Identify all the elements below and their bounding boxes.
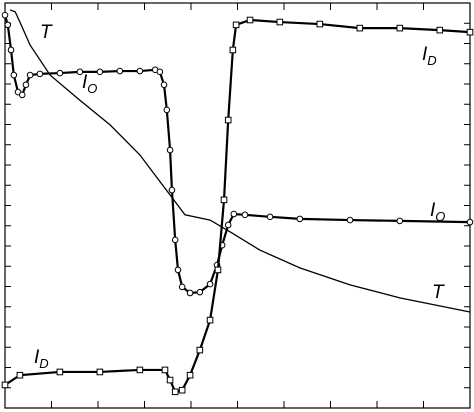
- marker: [171, 388, 179, 396]
- marker: [7, 46, 15, 54]
- marker: [178, 283, 186, 291]
- marker: [266, 213, 274, 221]
- annotation-text: I: [82, 72, 88, 93]
- marker: [196, 346, 204, 354]
- marker: [186, 371, 194, 379]
- annotation: ID: [422, 44, 437, 68]
- marker: [1, 11, 9, 19]
- marker: [136, 366, 144, 374]
- annotation-sub: O: [435, 209, 445, 224]
- marker: [18, 91, 26, 99]
- marker: [16, 371, 24, 379]
- marker: [296, 215, 304, 223]
- marker: [161, 366, 169, 374]
- annotation-sub: D: [39, 356, 48, 371]
- marker: [186, 289, 194, 297]
- marker: [166, 146, 174, 154]
- annotation: IO: [430, 200, 445, 224]
- marker: [232, 21, 240, 29]
- annotation-sub: D: [427, 53, 436, 68]
- marker: [396, 217, 404, 225]
- marker: [36, 70, 44, 78]
- marker: [171, 236, 179, 244]
- marker: [166, 376, 174, 384]
- marker: [76, 68, 84, 76]
- marker: [229, 46, 237, 54]
- annotation-text: T: [432, 282, 445, 303]
- marker: [224, 221, 232, 229]
- marker: [22, 81, 30, 89]
- marker: [168, 186, 176, 194]
- marker: [96, 368, 104, 376]
- marker: [26, 71, 34, 79]
- marker: [276, 18, 284, 26]
- annotation-text: I: [34, 347, 40, 368]
- marker: [160, 81, 168, 89]
- annotation-text: T: [40, 22, 53, 43]
- marker: [246, 16, 254, 24]
- marker: [396, 24, 404, 32]
- marker: [206, 316, 214, 324]
- annotation-text: I: [422, 44, 428, 65]
- marker: [241, 211, 249, 219]
- marker: [96, 68, 104, 76]
- marker: [214, 266, 222, 274]
- marker: [436, 26, 444, 34]
- annotation: IO: [82, 72, 97, 96]
- marker: [356, 24, 364, 32]
- marker: [220, 196, 228, 204]
- marker: [116, 67, 124, 75]
- annotation-text: I: [430, 200, 436, 221]
- marker: [163, 106, 171, 114]
- marker: [174, 266, 182, 274]
- marker: [156, 68, 164, 76]
- marker: [10, 71, 18, 79]
- marker: [1, 381, 9, 389]
- plot-frame: [4, 2, 471, 409]
- marker: [466, 218, 474, 226]
- marker: [196, 288, 204, 296]
- marker: [230, 210, 238, 218]
- marker: [466, 28, 474, 36]
- annotation: T: [432, 282, 445, 303]
- series-line: [4, 18, 471, 394]
- annotation: T: [40, 22, 53, 43]
- marker: [56, 368, 64, 376]
- annotation: ID: [34, 347, 49, 371]
- marker: [224, 116, 232, 124]
- marker: [206, 280, 214, 288]
- marker: [346, 216, 354, 224]
- marker: [4, 21, 12, 29]
- marker: [56, 69, 64, 77]
- annotation-sub: O: [87, 81, 97, 96]
- marker: [136, 67, 144, 75]
- series-line: [3, 14, 471, 295]
- marker: [178, 386, 186, 394]
- series-line: [9, 9, 471, 313]
- marker: [316, 20, 324, 28]
